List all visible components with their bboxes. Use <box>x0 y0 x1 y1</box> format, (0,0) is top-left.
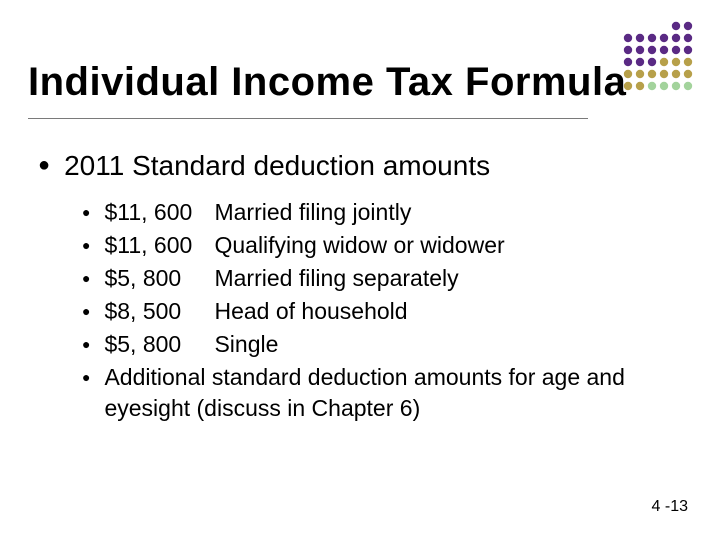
bullet-icon: ● <box>82 329 90 359</box>
level2-row: $5, 800Married filing separately <box>104 263 458 294</box>
deduction-label: Qualifying widow or widower <box>214 230 504 261</box>
level2-item: ● $5, 800Married filing separately <box>82 263 680 294</box>
level2-row: $5, 800Single <box>104 329 278 360</box>
level2-row: $8, 500Head of household <box>104 296 407 327</box>
deduction-label: Single <box>214 329 278 360</box>
bullet-icon: ● <box>82 230 90 260</box>
title-underline <box>28 118 588 119</box>
level2-row: $11, 600Married filing jointly <box>104 197 411 228</box>
level2-item: ● $11, 600Married filing jointly <box>82 197 680 228</box>
slide-number: 4 -13 <box>652 498 688 516</box>
level2-text: Additional standard deduction amounts fo… <box>104 362 680 424</box>
level2-item: ● $11, 600Qualifying widow or widower <box>82 230 680 261</box>
slide-body: ● 2011 Standard deduction amounts ● $11, … <box>38 148 680 426</box>
level1-item: ● 2011 Standard deduction amounts <box>38 148 680 183</box>
bullet-icon: ● <box>82 296 90 326</box>
bullet-icon: ● <box>38 148 50 182</box>
deduction-amount: $11, 600 <box>104 197 214 228</box>
deduction-amount: $8, 500 <box>104 296 214 327</box>
deduction-amount: $5, 800 <box>104 329 214 360</box>
decorative-dot-grid <box>622 20 702 100</box>
level2-item: ● $8, 500Head of household <box>82 296 680 327</box>
bullet-icon: ● <box>82 263 90 293</box>
deduction-label: Married filing separately <box>214 263 458 294</box>
deduction-amount: $5, 800 <box>104 263 214 294</box>
level1-text: 2011 Standard deduction amounts <box>64 148 490 183</box>
level2-item: ● $5, 800Single <box>82 329 680 360</box>
deduction-amount: $11, 600 <box>104 230 214 261</box>
level2-item: ● Additional standard deduction amounts f… <box>82 362 680 424</box>
bullet-icon: ● <box>82 197 90 227</box>
deduction-label: Married filing jointly <box>214 197 411 228</box>
level2-row: $11, 600Qualifying widow or widower <box>104 230 504 261</box>
deduction-label: Head of household <box>214 296 407 327</box>
slide-title: Individual Income Tax Formula <box>28 60 626 105</box>
bullet-icon: ● <box>82 362 90 392</box>
slide: Individual Income Tax Formula ● 2011 Sta… <box>0 0 720 540</box>
level2-list: ● $11, 600Married filing jointly ● $11, 600… <box>38 197 680 424</box>
